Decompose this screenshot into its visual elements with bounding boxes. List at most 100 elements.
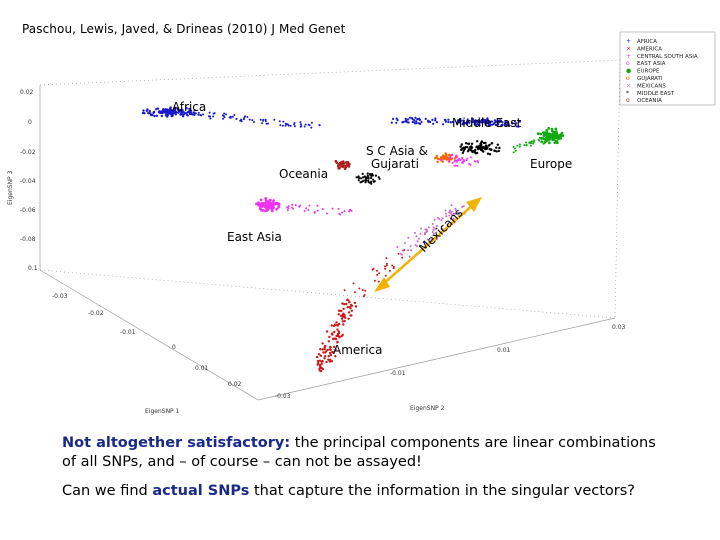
data-point	[367, 176, 370, 179]
data-point	[340, 335, 343, 338]
data-point	[450, 210, 453, 213]
data-point	[439, 158, 442, 161]
data-point	[310, 121, 313, 124]
data-point	[148, 109, 151, 113]
data-point	[307, 209, 310, 211]
data-point	[322, 351, 325, 354]
legend-marker: o	[626, 97, 630, 104]
z-tick: -0.06	[20, 207, 36, 214]
data-point	[461, 161, 463, 164]
data-point	[455, 154, 458, 157]
data-point	[299, 204, 302, 207]
data-point	[340, 317, 344, 320]
data-point	[327, 355, 330, 358]
data-point	[358, 177, 361, 180]
data-point	[364, 289, 367, 292]
data-point	[299, 123, 302, 126]
data-point	[388, 269, 391, 272]
data-point	[529, 144, 532, 147]
data-point	[348, 210, 350, 213]
data-point	[327, 358, 330, 361]
data-point	[372, 267, 375, 270]
data-point	[207, 115, 210, 118]
data-point	[261, 122, 264, 125]
data-point	[262, 118, 265, 121]
data-point	[354, 305, 358, 308]
data-point	[289, 124, 292, 127]
data-point	[213, 112, 216, 115]
data-point	[440, 225, 443, 228]
legend-label: MEXICANS	[637, 83, 666, 89]
data-point	[471, 120, 475, 124]
data-point	[350, 209, 353, 212]
data-point	[377, 176, 380, 179]
data-point	[384, 267, 387, 270]
data-point	[469, 163, 472, 166]
data-point	[284, 124, 287, 127]
data-point	[469, 148, 472, 152]
data-point	[337, 207, 340, 210]
data-point	[344, 166, 348, 169]
data-point	[202, 113, 204, 116]
data-point	[287, 124, 290, 127]
data-point	[447, 120, 450, 124]
data-point	[177, 109, 180, 112]
data-point	[323, 357, 326, 360]
data-point	[329, 346, 332, 349]
data-point	[424, 117, 427, 120]
data-point	[341, 161, 345, 164]
legend: + AFRICA × AMERICA + CENTRAL SOUTH ASIA o EAST …	[619, 31, 716, 106]
data-point	[452, 217, 455, 220]
data-point	[427, 119, 430, 123]
region-label-sc-asia: S C Asia &	[366, 144, 428, 158]
data-point	[420, 227, 422, 230]
data-point	[511, 122, 514, 125]
legend-marker: +	[626, 53, 631, 60]
data-point	[326, 330, 329, 333]
data-point	[422, 241, 425, 244]
data-point	[433, 232, 435, 235]
data-point	[329, 353, 332, 357]
data-point	[403, 242, 406, 245]
data-point	[326, 348, 329, 351]
data-point	[459, 119, 462, 122]
data-point	[330, 360, 334, 363]
data-point	[486, 152, 490, 155]
data-point	[246, 116, 249, 118]
data-point	[233, 114, 236, 116]
data-point	[484, 141, 487, 145]
data-point	[431, 231, 434, 233]
data-point	[435, 154, 438, 158]
data-point	[158, 110, 162, 113]
data-point	[468, 162, 471, 165]
legend-marker: o	[626, 60, 630, 67]
data-point	[166, 110, 169, 114]
data-point	[427, 226, 430, 229]
data-point	[265, 206, 268, 210]
data-point	[324, 351, 327, 354]
data-point	[155, 108, 158, 111]
legend-label: AFRICA	[637, 39, 657, 45]
z-tick: 0.1	[28, 265, 38, 272]
data-point	[450, 218, 452, 220]
data-point	[401, 256, 404, 259]
data-point	[460, 148, 463, 151]
data-point	[466, 150, 470, 153]
data-point	[478, 146, 481, 149]
data-point	[498, 146, 501, 150]
data-point	[434, 117, 437, 120]
data-point	[447, 153, 451, 157]
data-point	[372, 180, 375, 183]
data-point	[180, 111, 183, 114]
data-point	[453, 164, 456, 167]
data-point	[272, 199, 275, 203]
data-point	[348, 305, 351, 309]
data-point	[448, 211, 451, 214]
data-point	[391, 117, 395, 120]
data-point	[525, 143, 528, 146]
data-point	[445, 212, 447, 215]
data-point	[497, 149, 500, 153]
data-point	[412, 121, 415, 124]
data-point	[432, 228, 435, 231]
data-point	[555, 134, 559, 137]
